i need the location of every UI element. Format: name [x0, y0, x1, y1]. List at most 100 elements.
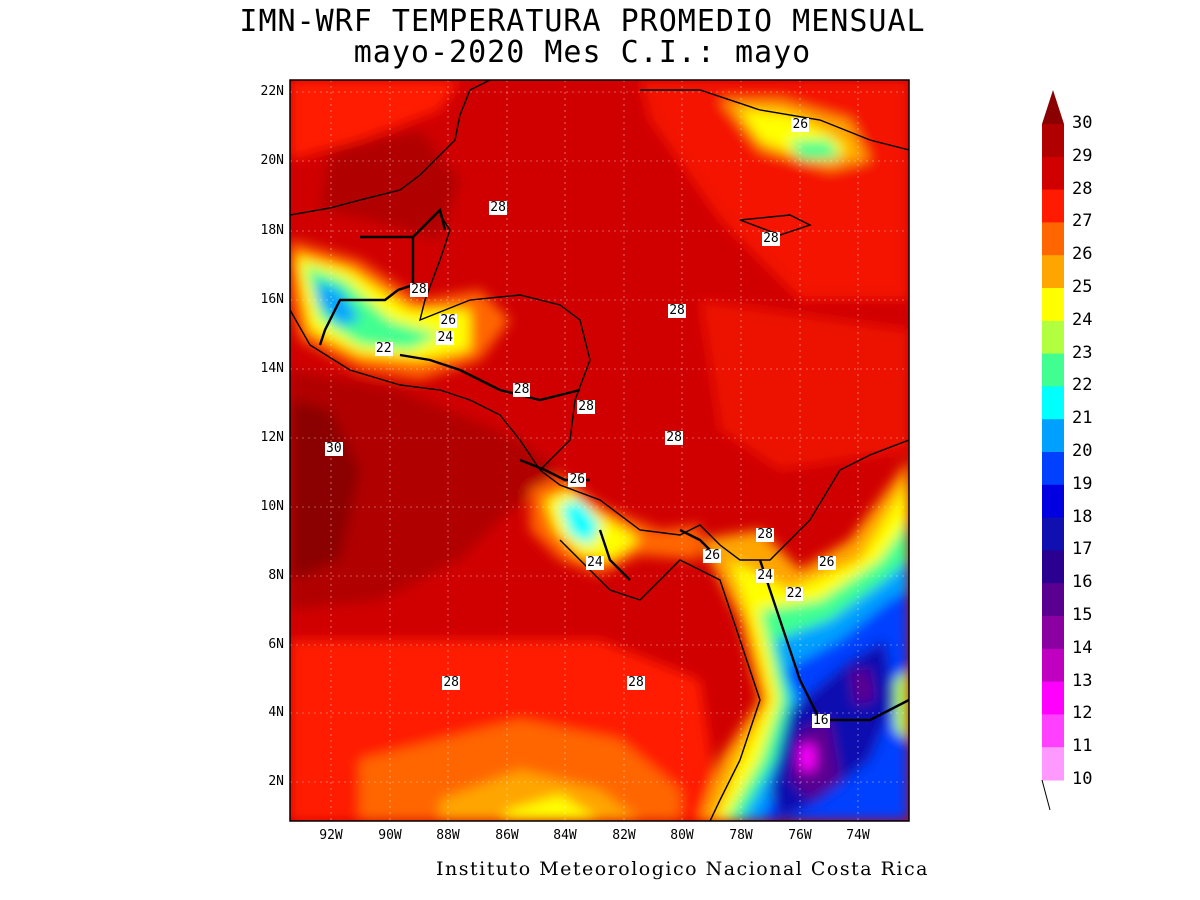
- colorbar-level-label: 27: [1072, 211, 1093, 232]
- temperature-field: [290, 80, 909, 821]
- colorbar-level-label: 10: [1072, 769, 1093, 789]
- colorbar-level-label: 12: [1072, 703, 1093, 724]
- colorbar-swatch: [1042, 255, 1064, 289]
- contour-value-label: 28: [410, 282, 428, 298]
- colorbar-swatch: [1042, 517, 1064, 551]
- lon-tick-label: 92W: [319, 828, 343, 843]
- contour-value-label: 28: [756, 526, 774, 542]
- colorbar-level-label: 18: [1072, 506, 1093, 527]
- contour-value-label: 24: [436, 330, 455, 346]
- contour-value-label: 24: [756, 568, 774, 584]
- colorbar-swatch: [1042, 124, 1064, 158]
- lat-tick-label: 8N: [268, 568, 284, 583]
- colorbar-level-label: 24: [1072, 309, 1093, 330]
- colorbar-level-label: 13: [1072, 670, 1093, 691]
- colorbar-level-label: 25: [1072, 277, 1093, 297]
- colorbar-level-label: 17: [1072, 539, 1093, 560]
- lat-tick-label: 14N: [260, 361, 284, 376]
- field-caribbean-south: [700, 300, 909, 470]
- lat-tick-label: 12N: [260, 430, 284, 445]
- colorbar-swatch: [1042, 353, 1064, 387]
- map-frame: [289, 79, 910, 822]
- colorbar-level-label: 16: [1072, 572, 1093, 593]
- contour-value-label: 28: [762, 230, 780, 246]
- colorbar-level-label: 28: [1072, 178, 1093, 199]
- lon-tick-label: 74W: [846, 828, 870, 843]
- map-subtitle: mayo-2020 Mes C.I.: mayo: [353, 35, 812, 70]
- colorbar-swatch: [1042, 156, 1064, 191]
- field-gulf-27: [290, 80, 460, 160]
- map-title: IMN-WRF TEMPERATURA PROMEDIO MENSUAL: [239, 4, 926, 39]
- contour-value-label: 28: [489, 199, 507, 215]
- colorbar-level-label: 29: [1072, 145, 1093, 166]
- contour-value-label: 26: [817, 554, 836, 570]
- lat-tick-label: 6N: [268, 637, 284, 652]
- colorbar-level-label: 15: [1072, 605, 1093, 625]
- graticule: [290, 80, 909, 821]
- contour-value-label: 26: [703, 547, 722, 563]
- field-guatemala-22: [305, 265, 440, 350]
- lon-tick-label: 86W: [495, 828, 519, 843]
- field-venezuela-23: [895, 670, 909, 740]
- field-yucatan: [320, 130, 460, 240]
- coastlines: [290, 80, 909, 821]
- colorbar-swatch: [1042, 189, 1064, 223]
- lat-tick-label: 16N: [260, 292, 284, 307]
- contour-value-label: 26: [439, 313, 458, 329]
- footer-credit: Instituto Meteorologico Nacional Costa R…: [436, 858, 929, 880]
- lat-tick-label: 2N: [268, 774, 284, 789]
- contour-value-label: 28: [665, 430, 683, 446]
- lat-tick-label: 20N: [260, 153, 284, 168]
- contour-value-label: 26: [791, 116, 810, 132]
- colorbar-level-label: 30: [1072, 113, 1093, 133]
- field-cuba-22: [790, 140, 840, 160]
- lon-tick-label: 84W: [553, 828, 577, 843]
- colorbar-level-label: 20: [1072, 441, 1093, 461]
- colorbar: [1041, 90, 1064, 811]
- colorbar-swatch: [1042, 616, 1064, 650]
- contour-value-label: 26: [568, 471, 587, 487]
- colorbar-swatch: [1042, 648, 1064, 683]
- colorbar-arrow-top: [1042, 90, 1064, 124]
- contour-value-label: 28: [627, 675, 645, 691]
- colorbar-swatch: [1042, 714, 1064, 748]
- colorbar-level-label: 19: [1072, 473, 1093, 494]
- colorbar-level-label: 14: [1072, 637, 1093, 658]
- colorbar-swatch: [1042, 550, 1064, 584]
- contour-value-label: 16: [811, 713, 830, 729]
- contour-value-label: 22: [785, 585, 804, 601]
- lon-tick-label: 80W: [670, 828, 694, 843]
- field-south-24: [500, 795, 600, 821]
- colorbar-swatch: [1042, 222, 1064, 256]
- contour-value-label: 28: [442, 675, 460, 691]
- contour-value-label: 24: [586, 554, 604, 570]
- colorbar-swatch: [1042, 419, 1064, 453]
- field-south-25: [440, 770, 640, 821]
- country-borders: [318, 207, 909, 722]
- contour-value-label: 28: [577, 399, 595, 415]
- contour-value-label: 22: [374, 340, 393, 356]
- colorbar-arrow-bottom: [1041, 779, 1051, 811]
- colorbar-swatch: [1042, 320, 1064, 355]
- colorbar-swatch: [1042, 747, 1064, 781]
- colorbar-swatch: [1042, 583, 1064, 617]
- colorbar-level-label: 23: [1072, 342, 1093, 363]
- field-warm-pacific: [290, 370, 560, 610]
- lat-tick-label: 4N: [268, 705, 284, 720]
- contour-value-label: 28: [512, 382, 531, 398]
- field-colombia-15b: [850, 670, 875, 705]
- colorbar-swatch: [1042, 681, 1064, 715]
- colorbar-swatch: [1042, 288, 1064, 322]
- lat-tick-label: 18N: [260, 223, 284, 238]
- field-colombia-12: [800, 745, 815, 770]
- lon-tick-label: 88W: [436, 828, 460, 843]
- lat-tick-label: 22N: [260, 84, 284, 99]
- colorbar-swatch: [1042, 386, 1064, 420]
- colorbar-level-label: 11: [1072, 736, 1093, 757]
- colorbar-level-label: 26: [1072, 244, 1093, 265]
- colorbar-level-label: 22: [1072, 375, 1093, 396]
- contour-value-label: 28: [668, 302, 686, 318]
- lon-tick-label: 78W: [729, 828, 753, 843]
- lon-tick-label: 82W: [612, 828, 636, 843]
